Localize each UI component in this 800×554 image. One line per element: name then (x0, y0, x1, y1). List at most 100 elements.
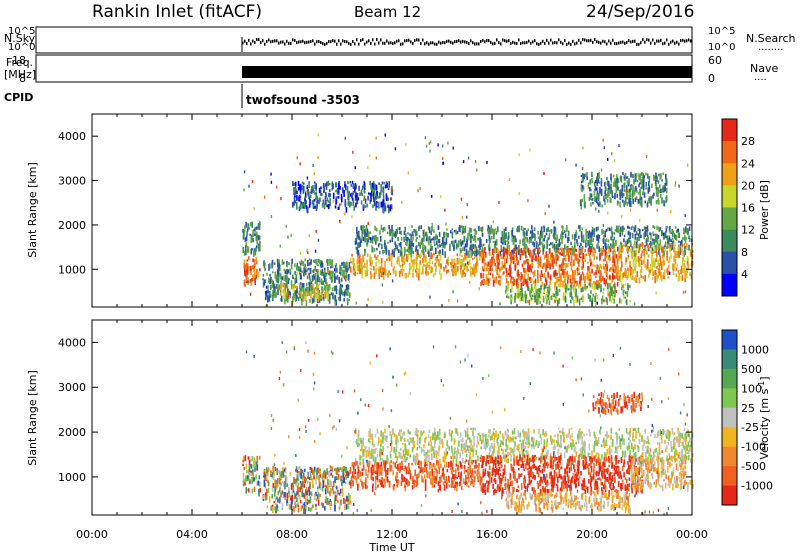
nsky-point (388, 41, 390, 45)
echo-cell (361, 230, 363, 235)
echo-cell (302, 480, 305, 487)
echo-cell (301, 184, 303, 190)
echo-cell (550, 229, 553, 234)
echo-cell (517, 288, 519, 294)
echo-cell (423, 263, 425, 267)
echo-cell (287, 269, 290, 274)
echo-cell (523, 248, 525, 255)
echo-cell (638, 173, 640, 180)
echo-cell (468, 464, 471, 469)
echo-cell (480, 454, 483, 458)
echo-cell (305, 287, 308, 290)
echo-cell (657, 180, 660, 184)
echo-cell (544, 277, 547, 283)
echo-cell (295, 478, 297, 483)
echo-cell (537, 274, 539, 281)
echo-cell (554, 286, 556, 291)
echo-cell (304, 258, 307, 262)
echo-cell (448, 477, 450, 483)
echo-cell (445, 237, 448, 245)
echo-cell (394, 241, 396, 246)
nsky-point (516, 42, 518, 45)
echo-cell (409, 263, 411, 268)
echo-cell (539, 289, 542, 294)
echo-cell (325, 290, 328, 296)
echo-cell (642, 242, 644, 246)
echo-cell (306, 287, 309, 294)
echo-cell (243, 259, 246, 263)
echo-cell (634, 302, 636, 306)
echo-cell (663, 250, 665, 257)
echo-cell (389, 431, 391, 436)
echo-cell (630, 200, 632, 208)
echo-cell (305, 291, 308, 295)
echo-cell (294, 285, 297, 288)
echo-cell (354, 166, 356, 170)
echo-cell (375, 470, 377, 473)
echo-cell (603, 195, 605, 201)
echo-cell (330, 484, 333, 487)
echo-cell (576, 267, 579, 271)
echo-cell (364, 483, 367, 489)
echo-cell (544, 212, 546, 216)
echo-cell (666, 256, 668, 261)
echo-cell (431, 463, 433, 469)
echo-cell (357, 483, 359, 491)
echo-cell (558, 279, 560, 282)
echo-cell (555, 248, 557, 252)
echo-cell (583, 239, 585, 243)
echo-cell (497, 248, 499, 254)
echo-cell (315, 294, 317, 299)
echo-cell (567, 263, 569, 267)
echo-cell (674, 242, 676, 247)
echo-cell (616, 178, 618, 183)
echo-cell (440, 273, 442, 281)
echo-cell (319, 260, 321, 264)
echo-cell (338, 205, 340, 210)
echo-cell (274, 502, 277, 506)
echo-cell (308, 203, 311, 208)
echo-cell (295, 274, 298, 280)
echo-cell (651, 253, 653, 261)
echo-cell (439, 249, 441, 254)
nsky-point (262, 39, 264, 43)
echo-cell (533, 280, 535, 285)
echo-cell (612, 256, 614, 264)
echo-cell (433, 471, 435, 478)
echo-cell (614, 229, 617, 232)
echo-cell (418, 273, 420, 281)
echo-cell (266, 272, 268, 276)
echo-cell (384, 481, 386, 488)
echo-cell (519, 295, 521, 302)
echo-cell (471, 235, 474, 239)
echo-cell (613, 260, 616, 267)
echo-cell (654, 246, 656, 252)
echo-cell (564, 282, 567, 288)
echo-cell (429, 266, 432, 272)
echo-cell (455, 229, 457, 235)
echo-cell (682, 257, 684, 261)
echo-cell (538, 296, 540, 302)
nsky-point (352, 40, 354, 43)
echo-cell (259, 221, 261, 226)
echo-cell (438, 231, 441, 237)
echo-cell (256, 455, 259, 463)
echo-cell (371, 485, 374, 492)
echo-cell (279, 283, 282, 291)
echo-cell (670, 210, 672, 214)
echo-cell (355, 477, 358, 481)
echo-cell (305, 293, 308, 296)
echo-cell (374, 225, 376, 231)
echo-cell (287, 294, 290, 298)
echo-cell (357, 249, 360, 254)
echo-cell (429, 295, 431, 299)
nsky-point (424, 42, 426, 46)
echo-cell (396, 245, 399, 251)
echo-cell (325, 277, 327, 284)
echo-cell (660, 272, 662, 277)
echo-cell (301, 181, 304, 184)
nsky-point (676, 40, 678, 44)
echo-cell (431, 482, 434, 488)
echo-cell (344, 481, 347, 484)
